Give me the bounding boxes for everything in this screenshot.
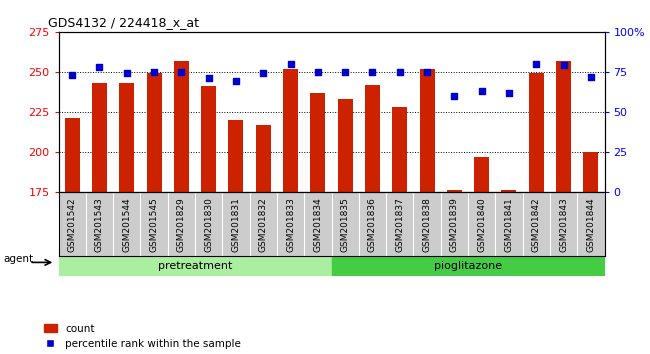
Bar — [58, 256, 332, 276]
Text: GSM201835: GSM201835 — [341, 197, 350, 252]
Point — [367, 69, 378, 75]
Bar — [447, 190, 462, 192]
Text: GSM201542: GSM201542 — [68, 197, 77, 252]
Point — [149, 69, 159, 75]
Text: GSM201836: GSM201836 — [368, 197, 377, 252]
Text: GSM201834: GSM201834 — [313, 197, 322, 252]
Bar — [174, 61, 189, 192]
Point — [395, 69, 405, 75]
Point — [231, 79, 241, 84]
Text: GSM201830: GSM201830 — [204, 197, 213, 252]
Point — [531, 61, 541, 67]
Point — [476, 88, 487, 94]
Bar — [337, 99, 353, 192]
Bar — [283, 69, 298, 192]
Text: GSM201842: GSM201842 — [532, 197, 541, 252]
Point — [313, 69, 323, 75]
Text: GSM201837: GSM201837 — [395, 197, 404, 252]
Bar — [392, 107, 408, 192]
Bar — [255, 125, 271, 192]
Text: GSM201844: GSM201844 — [586, 197, 595, 252]
Bar — [365, 85, 380, 192]
Bar — [474, 156, 489, 192]
Bar — [201, 86, 216, 192]
Text: GSM201831: GSM201831 — [231, 197, 240, 252]
Text: GSM201544: GSM201544 — [122, 197, 131, 252]
Bar — [146, 73, 162, 192]
Bar — [228, 120, 244, 192]
Point — [285, 61, 296, 67]
Point — [504, 90, 514, 96]
Text: GSM201838: GSM201838 — [422, 197, 432, 252]
Point — [94, 64, 105, 70]
Bar — [528, 73, 544, 192]
Text: agent: agent — [3, 254, 33, 264]
Point — [340, 69, 350, 75]
Bar — [556, 61, 571, 192]
Point — [422, 69, 432, 75]
Text: GSM201840: GSM201840 — [477, 197, 486, 252]
Text: GSM201543: GSM201543 — [95, 197, 104, 252]
Text: GSM201545: GSM201545 — [150, 197, 159, 252]
Bar — [501, 190, 517, 192]
Text: GSM201839: GSM201839 — [450, 197, 459, 252]
Bar — [119, 83, 135, 192]
Bar — [92, 83, 107, 192]
Point — [203, 75, 214, 81]
Text: GSM201832: GSM201832 — [259, 197, 268, 252]
Text: GSM201841: GSM201841 — [504, 197, 514, 252]
Bar — [64, 118, 80, 192]
Text: GSM201829: GSM201829 — [177, 197, 186, 252]
Point — [258, 70, 268, 76]
Legend: count, percentile rank within the sample: count, percentile rank within the sample — [44, 324, 241, 349]
Point — [122, 70, 132, 76]
Bar — [332, 256, 604, 276]
Text: GSM201843: GSM201843 — [559, 197, 568, 252]
Point — [176, 69, 187, 75]
Text: pretreatment: pretreatment — [158, 261, 232, 271]
Bar — [583, 152, 599, 192]
Text: GDS4132 / 224418_x_at: GDS4132 / 224418_x_at — [47, 16, 199, 29]
Bar — [419, 69, 435, 192]
Bar — [310, 93, 326, 192]
Point — [449, 93, 460, 99]
Point — [586, 74, 596, 79]
Point — [558, 63, 569, 68]
Point — [67, 72, 77, 78]
Text: GSM201833: GSM201833 — [286, 197, 295, 252]
Text: pioglitazone: pioglitazone — [434, 261, 502, 271]
